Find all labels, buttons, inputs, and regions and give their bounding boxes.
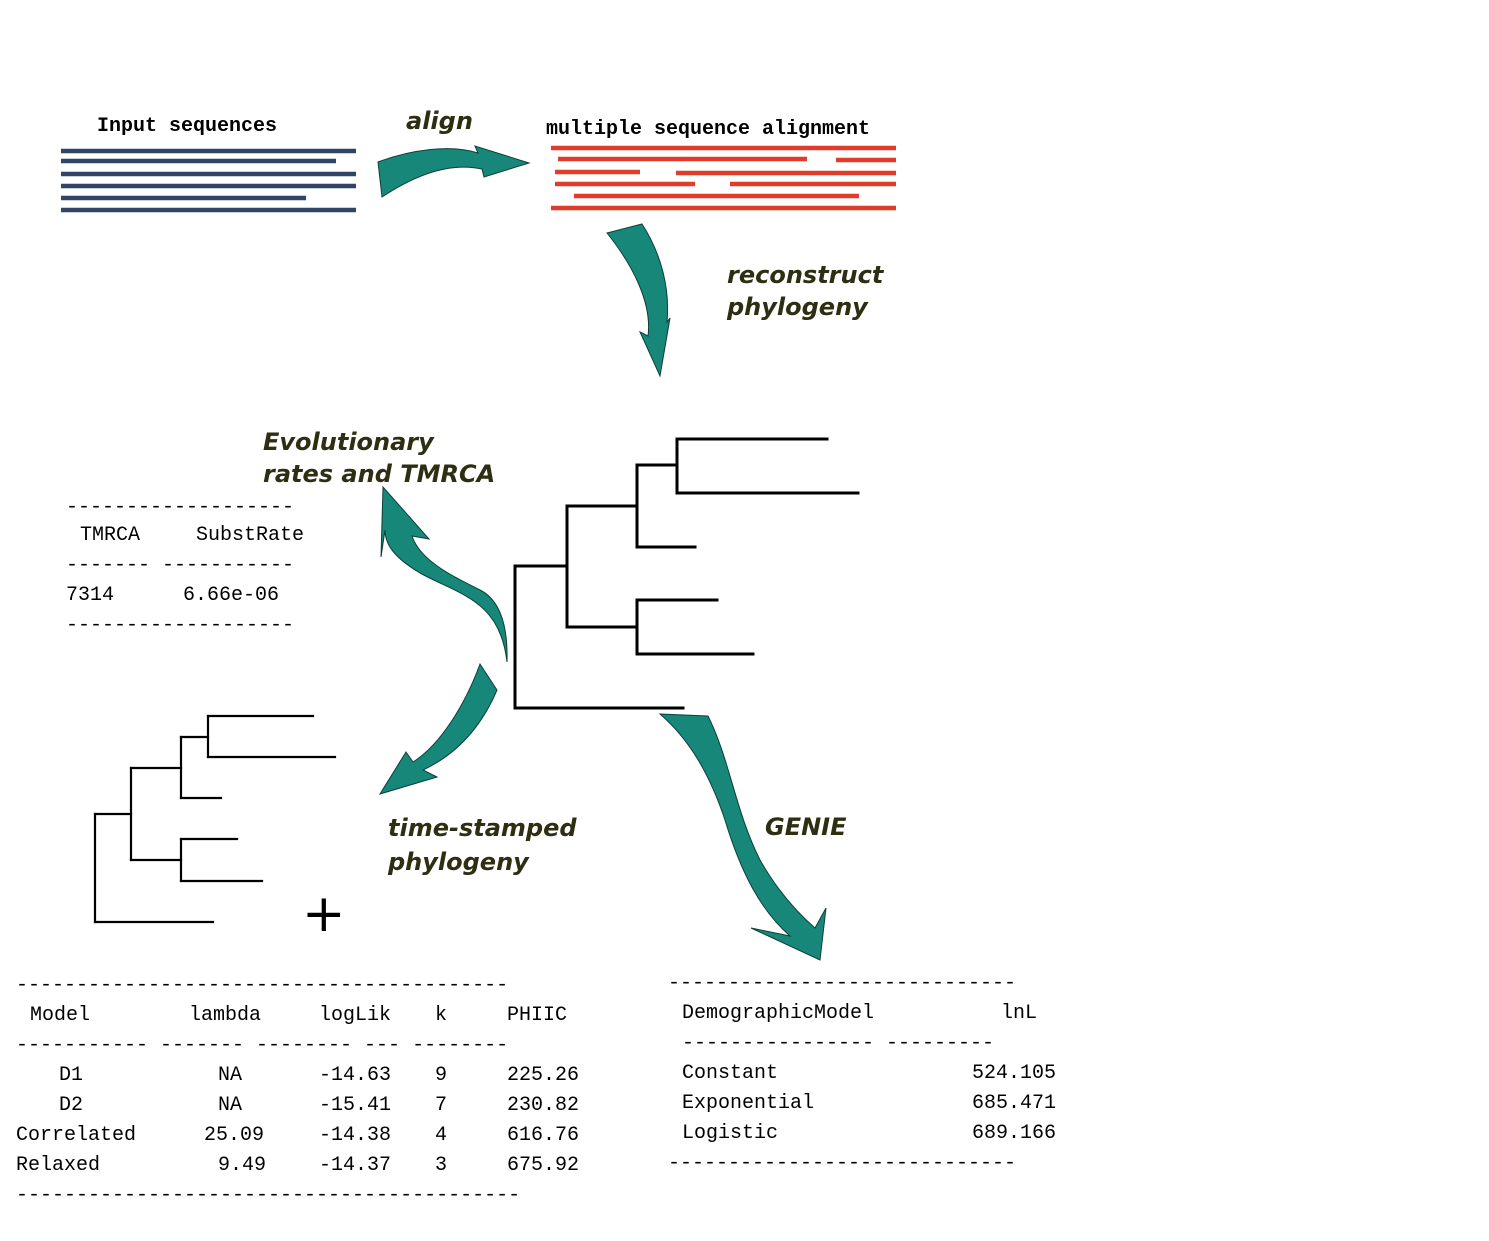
model-table: ----------------------------------------… — [16, 974, 579, 1207]
table-cell: D1 — [59, 1064, 83, 1087]
table-rule: ------------------- — [66, 496, 294, 519]
tmrca-table: ------------------- TMRCA SubstRate ----… — [66, 496, 304, 637]
table-cell: NA — [218, 1064, 242, 1087]
table-header: logLik — [319, 1004, 391, 1027]
table-rule: ----------------------------- — [668, 1152, 1016, 1175]
genie-label: GENIE — [765, 813, 847, 841]
table-cell: Constant — [682, 1062, 778, 1085]
table-rule: ------------------- — [66, 614, 294, 637]
table-header: Model — [30, 1004, 90, 1027]
rates-label-line2: rates and TMRCA — [263, 460, 495, 488]
table-rule: ----------------------------------------… — [16, 1184, 520, 1207]
table-header: DemographicModel — [682, 1002, 874, 1025]
timestamped-label-line2: phylogeny — [387, 848, 530, 876]
reconstruct-label-line1: reconstruct — [727, 261, 885, 289]
table-rule: ------- ----------- — [66, 554, 294, 577]
table-rule: ----------------------------------------… — [16, 974, 508, 997]
table-cell: 685.471 — [972, 1092, 1056, 1115]
table-cell: 225.26 — [507, 1064, 579, 1087]
table-cell: 7314 — [66, 584, 114, 607]
table-cell: 4 — [435, 1124, 447, 1147]
table-cell: -15.41 — [319, 1094, 391, 1117]
table-cell: 675.92 — [507, 1154, 579, 1177]
rates-label-line1: Evolutionary — [263, 428, 435, 456]
table-cell: 25.09 — [204, 1124, 264, 1147]
genie-arrow — [658, 713, 827, 961]
table-cell: Exponential — [682, 1092, 814, 1115]
reconstruct-arrow — [606, 223, 671, 378]
table-cell: -14.37 — [319, 1154, 391, 1177]
table-header: TMRCA — [80, 524, 140, 547]
rates-arrow — [380, 485, 508, 663]
table-rule: ---------------- --------- — [682, 1032, 994, 1055]
timestamped-label-line1: time-stamped — [388, 814, 577, 842]
table-rule: ----------- ------- -------- --- -------… — [16, 1034, 508, 1057]
genie-table: ----------------------------- Demographi… — [668, 972, 1056, 1175]
table-header: k — [435, 1004, 447, 1027]
table-cell: 230.82 — [507, 1094, 579, 1117]
table-cell: 524.105 — [972, 1062, 1056, 1085]
table-header: lambda — [189, 1004, 261, 1027]
align-arrow — [377, 145, 531, 198]
msa-lines — [551, 145, 896, 211]
table-cell: Correlated — [16, 1124, 136, 1147]
plus-sign: + — [302, 884, 346, 944]
table-cell: D2 — [59, 1094, 83, 1117]
input-sequences-lines — [61, 148, 356, 213]
phylogeny-tree — [513, 437, 860, 710]
input-sequences-title: Input sequences — [97, 115, 277, 138]
table-cell: 9 — [435, 1064, 447, 1087]
table-cell: -14.38 — [319, 1124, 391, 1147]
table-cell: Logistic — [682, 1122, 778, 1145]
table-cell: 616.76 — [507, 1124, 579, 1147]
table-cell: 9.49 — [218, 1154, 266, 1177]
table-header: lnL — [1001, 1002, 1037, 1025]
table-rule: ----------------------------- — [668, 972, 1016, 995]
timestamped-arrow — [378, 662, 498, 795]
timestamped-tree — [93, 714, 337, 924]
table-cell: 3 — [435, 1154, 447, 1177]
table-cell: 6.66e-06 — [183, 584, 279, 607]
reconstruct-label-line2: phylogeny — [726, 293, 869, 321]
table-cell: 7 — [435, 1094, 447, 1117]
table-cell: -14.63 — [319, 1064, 391, 1087]
align-label: align — [406, 107, 473, 135]
table-cell: NA — [218, 1094, 242, 1117]
table-cell: Relaxed — [16, 1154, 100, 1177]
table-cell: 689.166 — [972, 1122, 1056, 1145]
table-header: PHIIC — [507, 1004, 567, 1027]
table-header: SubstRate — [196, 524, 304, 547]
msa-title: multiple sequence alignment — [546, 118, 870, 141]
